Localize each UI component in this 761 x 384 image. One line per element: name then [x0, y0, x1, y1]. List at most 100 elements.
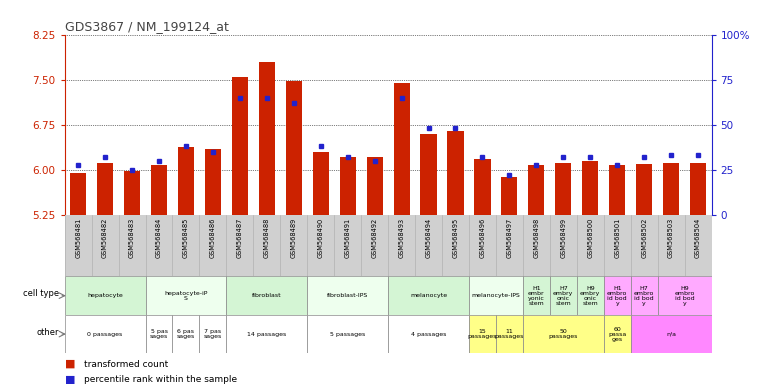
Bar	[145, 315, 173, 353]
Text: 7 pas
sages: 7 pas sages	[204, 329, 222, 339]
Bar	[528, 165, 544, 215]
Bar	[523, 276, 550, 315]
Bar	[523, 315, 603, 353]
Text: GSM568501: GSM568501	[614, 218, 620, 258]
Text: fibroblast-IPS: fibroblast-IPS	[327, 293, 368, 298]
Bar	[307, 315, 388, 353]
Text: GSM568489: GSM568489	[291, 218, 297, 258]
Bar	[173, 315, 199, 353]
Text: GSM568504: GSM568504	[695, 218, 701, 258]
Text: GSM568503: GSM568503	[668, 218, 674, 258]
Bar	[151, 165, 167, 215]
Bar	[663, 163, 679, 215]
Text: hepatocyte-iP
S: hepatocyte-iP S	[164, 291, 208, 301]
Bar	[367, 157, 383, 215]
Text: GSM568481: GSM568481	[75, 218, 81, 258]
Bar	[124, 171, 140, 215]
Bar	[474, 159, 491, 215]
Text: H9
embro
id bod
y: H9 embro id bod y	[674, 286, 695, 306]
Text: GSM568487: GSM568487	[237, 218, 243, 258]
Bar	[603, 276, 631, 315]
Text: ■: ■	[65, 374, 75, 384]
Bar	[550, 276, 577, 315]
Text: transformed count: transformed count	[84, 359, 168, 369]
Text: H7
embro
id bod
y: H7 embro id bod y	[634, 286, 654, 306]
Text: GSM568488: GSM568488	[264, 218, 270, 258]
Text: 60
passa
ges: 60 passa ges	[608, 326, 626, 342]
Bar	[636, 164, 652, 215]
Text: GSM568486: GSM568486	[210, 218, 216, 258]
Text: GSM568483: GSM568483	[129, 218, 135, 258]
Text: 14 passages: 14 passages	[247, 331, 286, 337]
Bar	[388, 315, 469, 353]
Text: GSM568496: GSM568496	[479, 218, 486, 258]
Bar	[227, 315, 307, 353]
Text: GSM568502: GSM568502	[642, 218, 647, 258]
Text: H7
embry
onic
stem: H7 embry onic stem	[553, 286, 574, 306]
Text: GSM568499: GSM568499	[560, 218, 566, 258]
Bar	[285, 81, 302, 215]
Bar	[393, 83, 409, 215]
Bar	[501, 177, 517, 215]
Text: 5 passages: 5 passages	[330, 331, 365, 337]
Bar	[178, 147, 194, 215]
Bar	[313, 152, 329, 215]
Text: H1
embro
id bod
y: H1 embro id bod y	[607, 286, 627, 306]
Bar	[65, 276, 145, 315]
Bar	[65, 315, 145, 353]
Bar	[496, 315, 523, 353]
Text: percentile rank within the sample: percentile rank within the sample	[84, 375, 237, 384]
Text: fibroblast: fibroblast	[252, 293, 282, 298]
Text: GSM568490: GSM568490	[318, 218, 323, 258]
Text: ■: ■	[65, 359, 75, 369]
Bar	[582, 161, 598, 215]
Text: 4 passages: 4 passages	[411, 331, 446, 337]
Text: 5 pas
sages: 5 pas sages	[150, 329, 168, 339]
Text: other: other	[37, 328, 59, 337]
Bar	[145, 276, 227, 315]
Text: GSM568491: GSM568491	[345, 218, 351, 258]
Bar	[690, 163, 706, 215]
Text: 0 passages: 0 passages	[88, 331, 123, 337]
Text: 50
passages: 50 passages	[549, 329, 578, 339]
Text: GSM568495: GSM568495	[453, 218, 458, 258]
Text: 15
passages: 15 passages	[468, 329, 497, 339]
Text: GSM568497: GSM568497	[506, 218, 512, 258]
Bar	[70, 173, 86, 215]
Bar	[205, 149, 221, 215]
Bar	[447, 131, 463, 215]
Text: hepatocyte: hepatocyte	[88, 293, 123, 298]
Text: GSM568500: GSM568500	[587, 218, 594, 258]
Bar	[388, 276, 469, 315]
Bar	[339, 157, 356, 215]
Text: H9
embry
onic
stem: H9 embry onic stem	[580, 286, 600, 306]
Bar	[577, 276, 603, 315]
Bar	[421, 134, 437, 215]
Bar	[97, 163, 113, 215]
Text: n/a: n/a	[666, 331, 676, 337]
Text: GSM568485: GSM568485	[183, 218, 189, 258]
Text: GSM568482: GSM568482	[102, 218, 108, 258]
Text: melanocyte-IPS: melanocyte-IPS	[472, 293, 521, 298]
Bar	[199, 315, 227, 353]
Text: H1
embr
yonic
stem: H1 embr yonic stem	[528, 286, 545, 306]
Bar	[232, 77, 248, 215]
Bar	[469, 315, 496, 353]
Bar	[631, 315, 712, 353]
Text: 6 pas
sages: 6 pas sages	[177, 329, 195, 339]
Bar	[259, 62, 275, 215]
Bar	[556, 163, 572, 215]
Text: cell type: cell type	[23, 289, 59, 298]
Bar	[603, 315, 631, 353]
Bar	[227, 276, 307, 315]
Bar	[307, 276, 388, 315]
Bar	[469, 276, 523, 315]
Text: GSM568492: GSM568492	[371, 218, 377, 258]
Text: GSM568484: GSM568484	[156, 218, 162, 258]
Text: GSM568494: GSM568494	[425, 218, 431, 258]
Bar	[631, 276, 658, 315]
Text: 11
passages: 11 passages	[495, 329, 524, 339]
Text: GSM568493: GSM568493	[399, 218, 405, 258]
Text: melanocyte: melanocyte	[410, 293, 447, 298]
Bar	[609, 165, 626, 215]
